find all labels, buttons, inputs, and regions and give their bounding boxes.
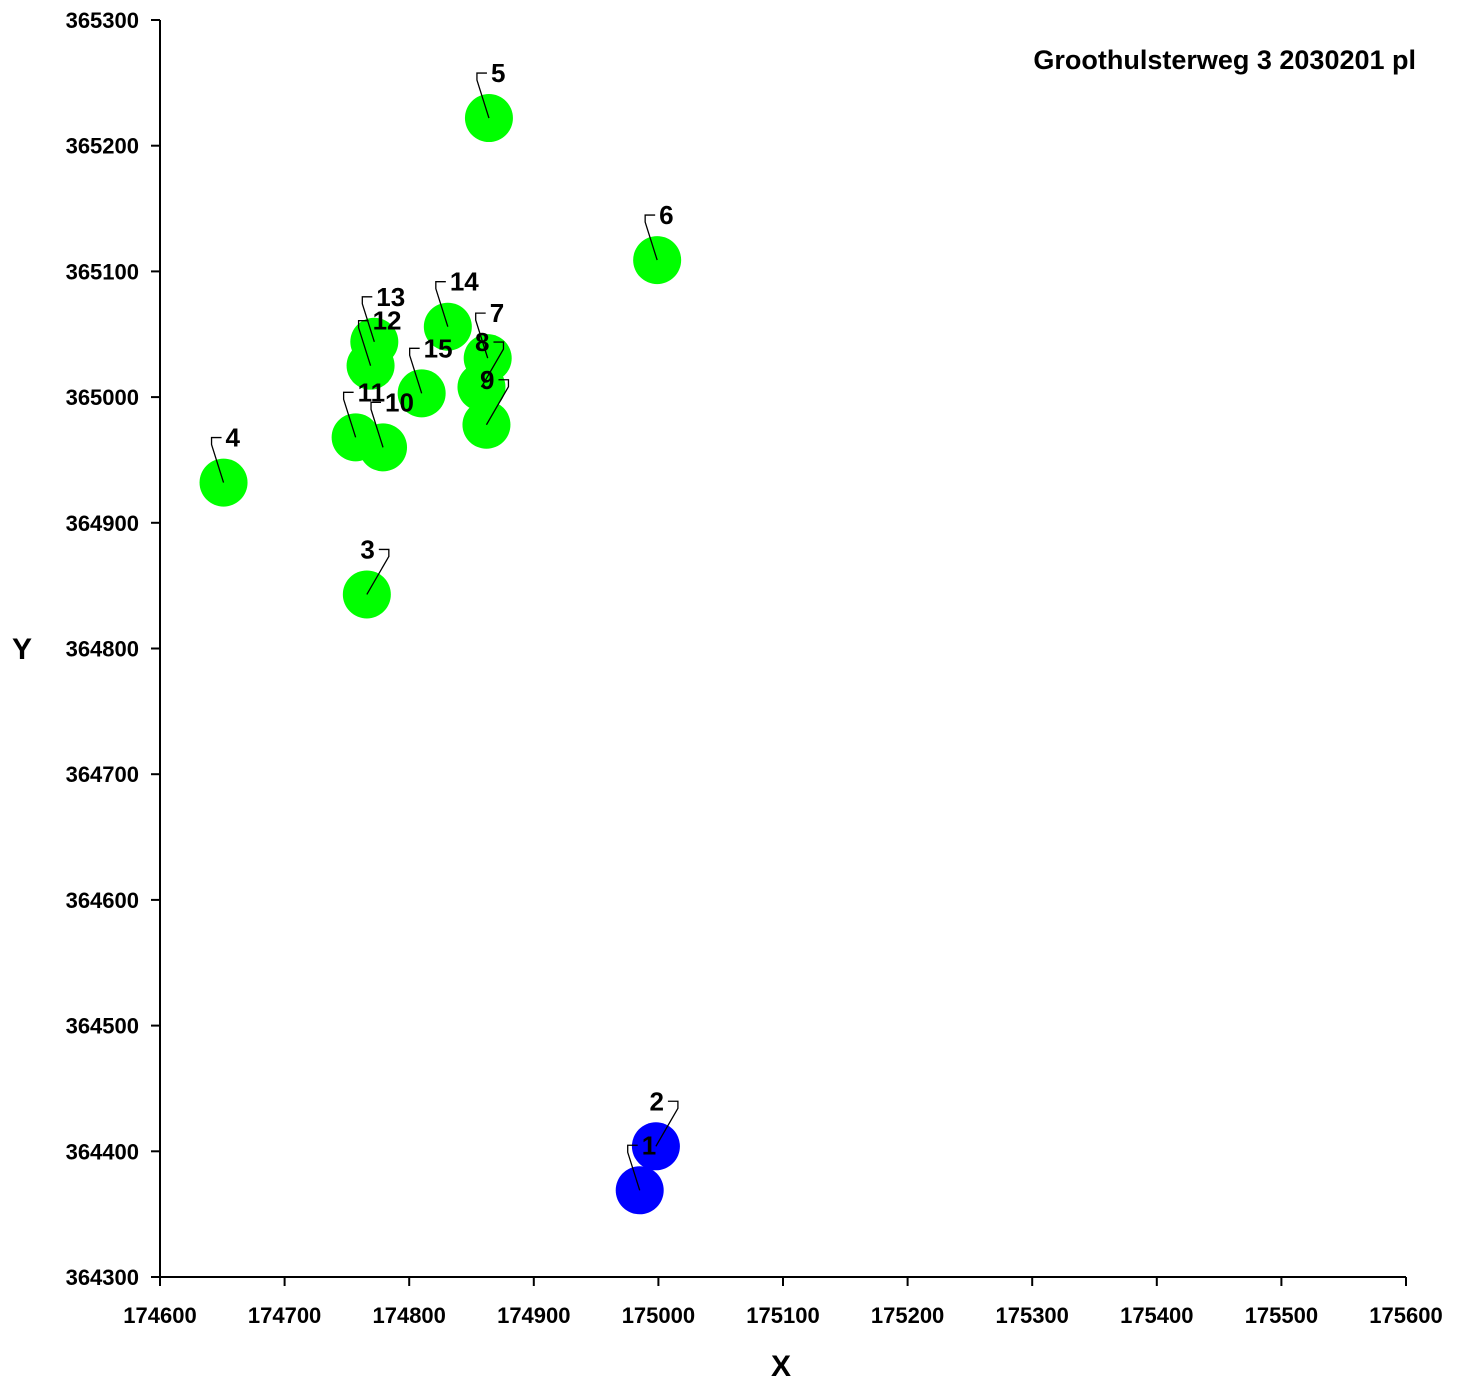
point-label-2: 2 bbox=[649, 1086, 663, 1116]
leader-line-9 bbox=[485, 379, 510, 426]
leader-line-13 bbox=[361, 296, 375, 342]
y-tick-label: 365200 bbox=[66, 134, 139, 159]
x-tick-label: 175100 bbox=[746, 1303, 819, 1328]
x-tick-label: 174700 bbox=[248, 1303, 321, 1328]
x-tick-label: 175300 bbox=[995, 1303, 1068, 1328]
point-label-14: 14 bbox=[450, 267, 479, 297]
x-tick-label: 174600 bbox=[123, 1303, 196, 1328]
x-tick-label: 175600 bbox=[1369, 1303, 1442, 1328]
leader-line-12 bbox=[357, 320, 372, 366]
x-axis-ticks: 174600 174700 174800 174900 175000 175100 1752… bbox=[123, 1277, 1443, 1328]
chart-title: Groothulsterweg 3 2030201 pl bbox=[1033, 45, 1416, 75]
point-label-4: 4 bbox=[226, 423, 241, 453]
y-tick-label: 364600 bbox=[66, 888, 139, 913]
point-label-9: 9 bbox=[480, 365, 494, 395]
x-tick-label: 175200 bbox=[871, 1303, 944, 1328]
x-tick-label: 174900 bbox=[497, 1303, 570, 1328]
y-tick-label: 364900 bbox=[66, 511, 139, 536]
leader-lines-layer bbox=[210, 72, 679, 1191]
point-label-7: 7 bbox=[490, 298, 504, 328]
point-label-15: 15 bbox=[424, 333, 453, 363]
y-tick-label: 364400 bbox=[66, 1139, 139, 1164]
x-tick-label: 174800 bbox=[372, 1303, 445, 1328]
leader-line-10 bbox=[370, 401, 384, 448]
leader-line-4 bbox=[210, 436, 225, 483]
point-label-11: 11 bbox=[358, 377, 386, 407]
leader-line-2 bbox=[655, 1100, 679, 1147]
leader-line-6 bbox=[644, 214, 658, 261]
point-label-12: 12 bbox=[373, 306, 402, 336]
y-tick-label: 364700 bbox=[66, 762, 139, 787]
leader-line-11 bbox=[342, 391, 357, 438]
point-label-13: 13 bbox=[376, 282, 405, 312]
point-label-10: 10 bbox=[385, 387, 414, 417]
x-tick-label: 175500 bbox=[1245, 1303, 1318, 1328]
markers-layer bbox=[199, 94, 682, 1215]
point-label-3: 3 bbox=[360, 534, 374, 564]
x-tick-label: 175400 bbox=[1120, 1303, 1193, 1328]
leader-line-15 bbox=[409, 347, 423, 394]
axes bbox=[159, 20, 1406, 1278]
leader-line-5 bbox=[476, 72, 490, 119]
y-axis-ticks: 364300 364400 364500 364600 364700 364800 3649… bbox=[66, 8, 160, 1290]
x-axis-title: X bbox=[771, 1350, 791, 1383]
y-axis-title: Y bbox=[12, 633, 32, 666]
x-tick-label: 175000 bbox=[622, 1303, 695, 1328]
y-tick-label: 364300 bbox=[66, 1265, 139, 1290]
y-tick-label: 365100 bbox=[66, 259, 139, 284]
y-tick-label: 364800 bbox=[66, 637, 139, 662]
y-tick-label: 364500 bbox=[66, 1014, 139, 1039]
point-label-8: 8 bbox=[475, 327, 489, 357]
point-label-5: 5 bbox=[491, 58, 505, 88]
leader-line-8 bbox=[480, 341, 505, 388]
y-tick-label: 365000 bbox=[66, 385, 139, 410]
leader-line-7 bbox=[475, 312, 489, 359]
point-label-6: 6 bbox=[659, 200, 673, 230]
y-tick-label: 365300 bbox=[66, 8, 139, 33]
point-label-1: 1 bbox=[642, 1130, 656, 1160]
leader-line-14 bbox=[435, 281, 449, 327]
leader-line-1 bbox=[627, 1144, 641, 1191]
leader-line-3 bbox=[366, 548, 390, 595]
